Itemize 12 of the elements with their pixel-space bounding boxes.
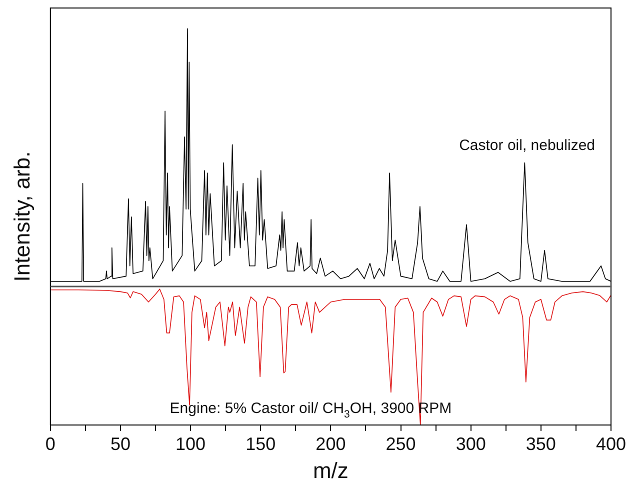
x-tick-label: 250 (386, 434, 416, 454)
x-tick-label: 50 (110, 434, 130, 454)
x-tick-label: 150 (246, 434, 276, 454)
y-axis-title: Intensity, arb. (9, 151, 34, 282)
x-axis-title: m/z (312, 458, 348, 483)
x-tick-label: 400 (596, 434, 626, 454)
x-tick-label: 300 (456, 434, 486, 454)
series-label: Castor oil, nebulized (459, 136, 596, 154)
x-tick-label: 0 (45, 434, 56, 454)
x-tick-label: 100 (176, 434, 206, 454)
x-tick-label: 200 (316, 434, 346, 454)
x-tick-label: 350 (526, 434, 556, 454)
